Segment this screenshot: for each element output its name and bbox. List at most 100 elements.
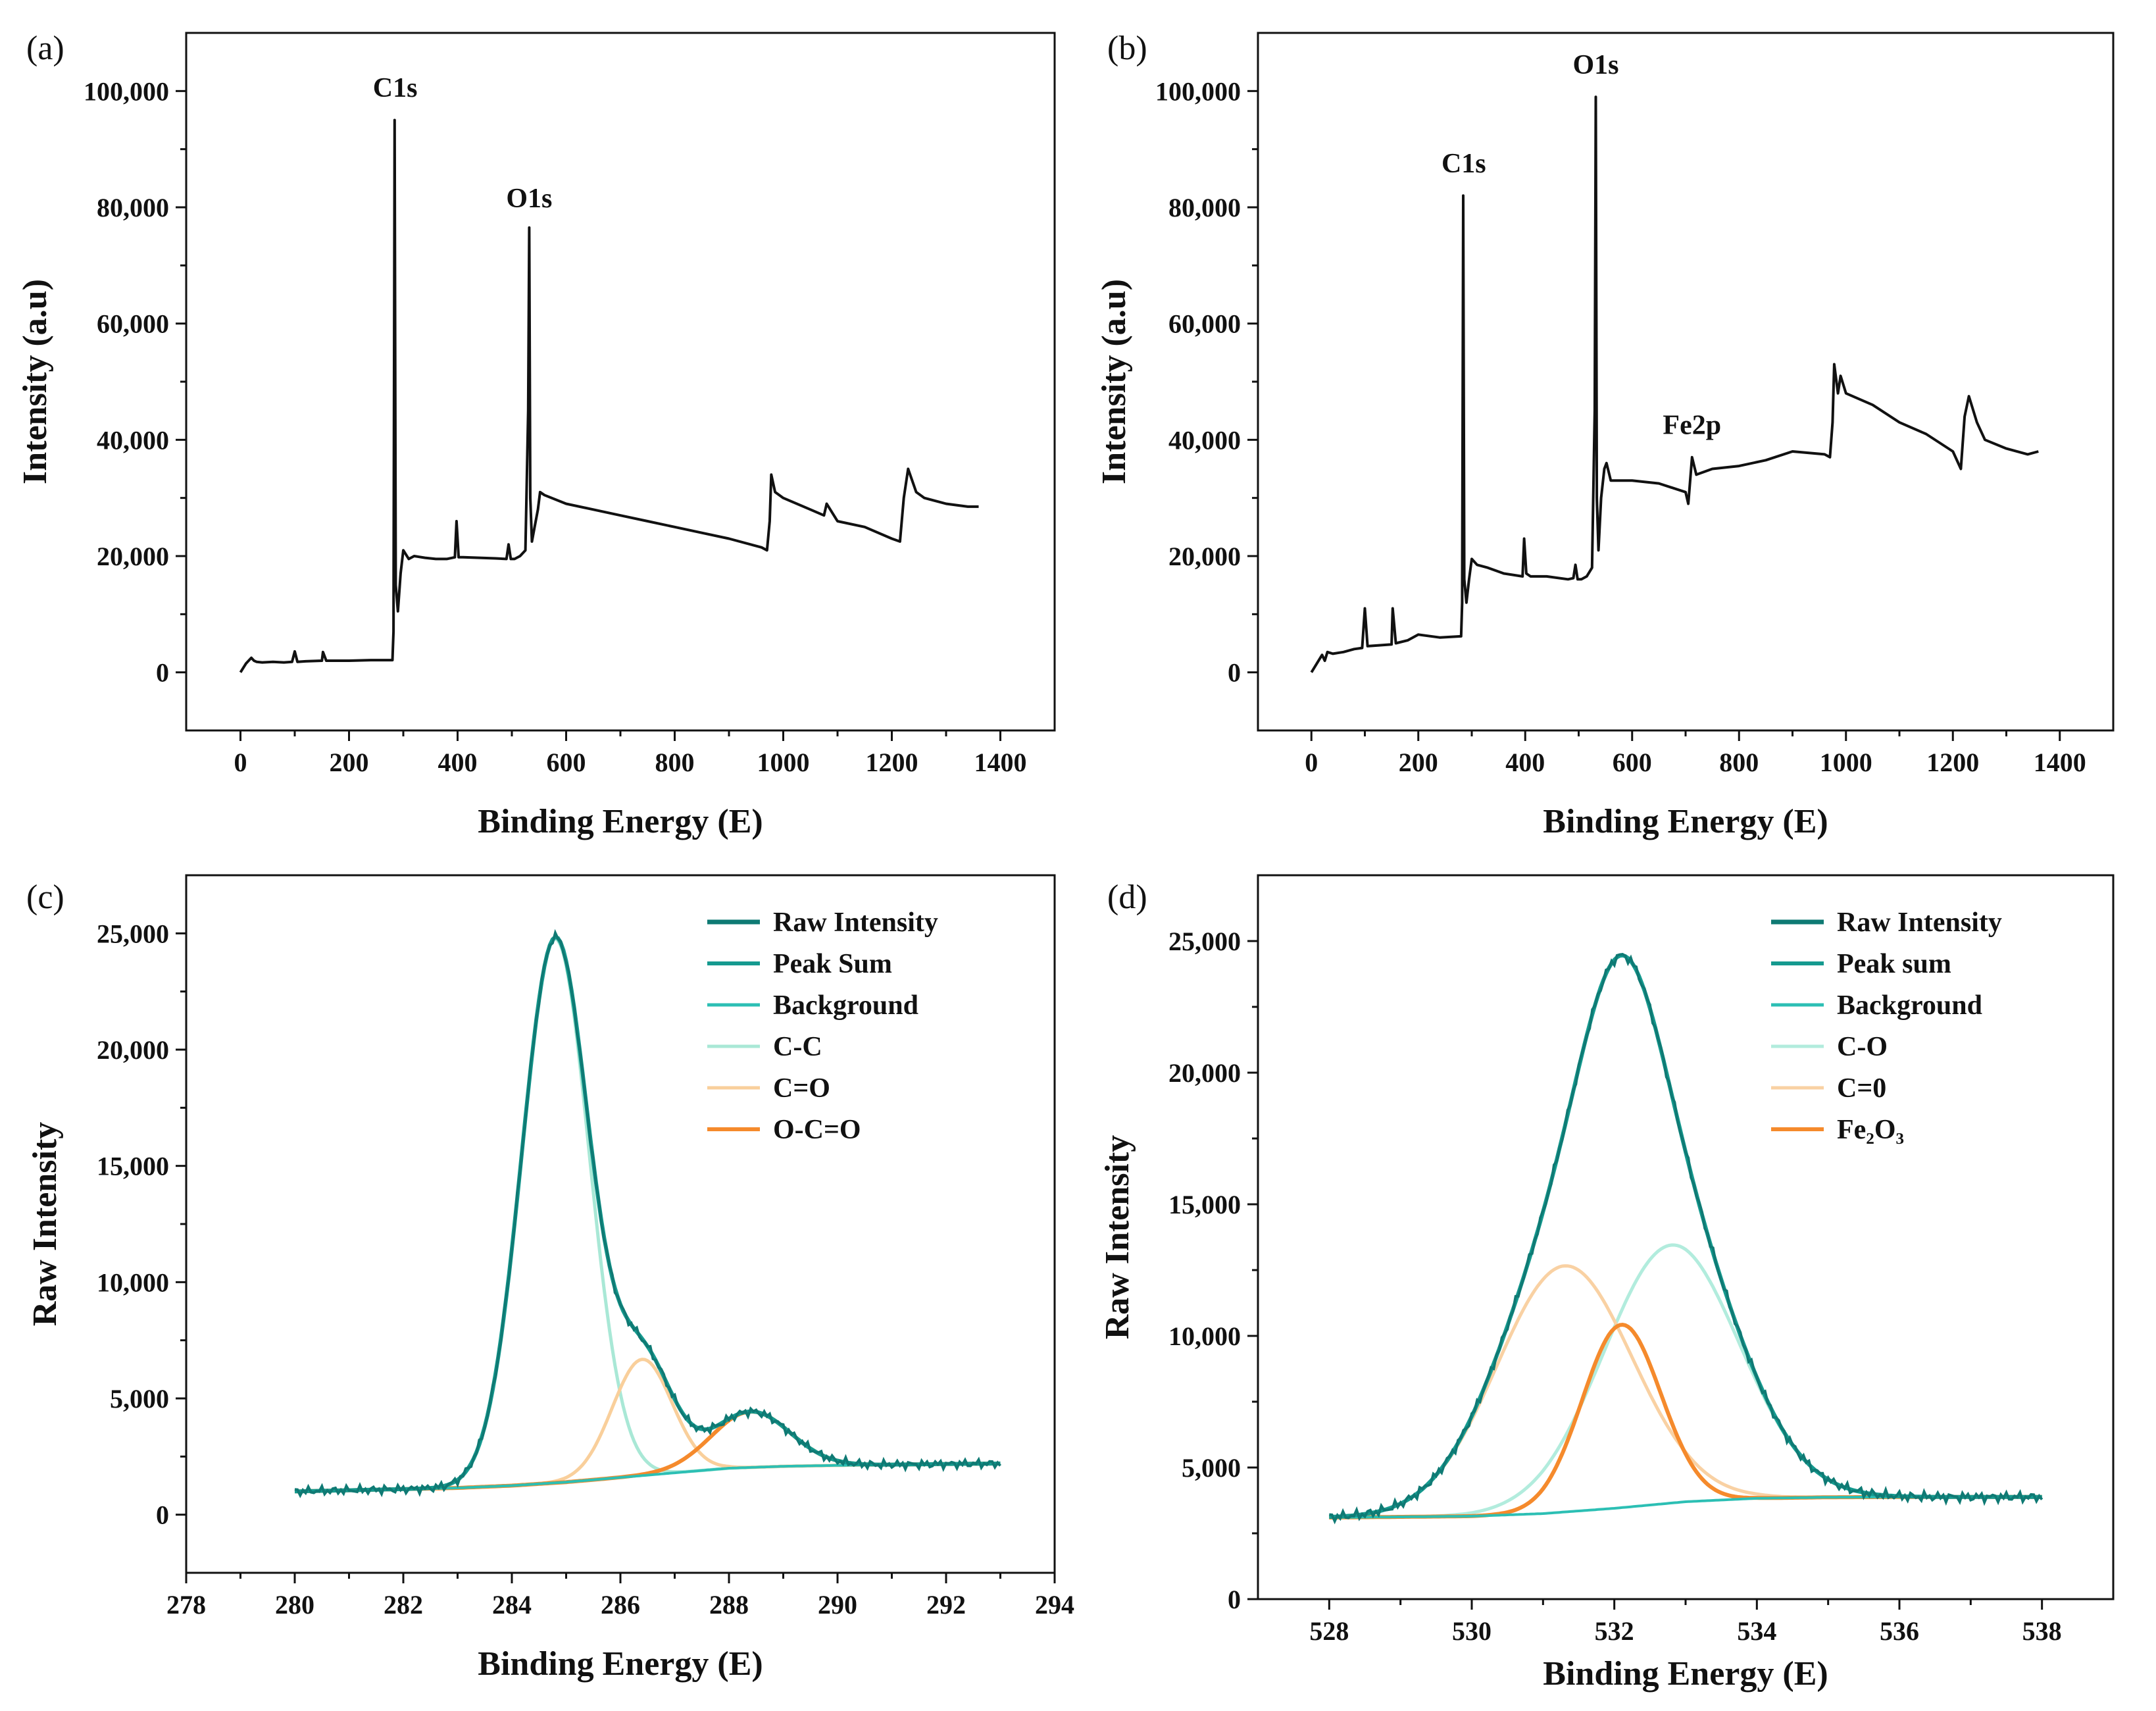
y-tick-label-c: 15,000 bbox=[97, 1152, 169, 1181]
legend-label-c: C=O bbox=[773, 1073, 830, 1104]
y-tick-label-d: 10,000 bbox=[1168, 1321, 1241, 1351]
y-axis-title-b: Intensity (a.u) bbox=[1095, 279, 1133, 484]
y-tick-label-b: 60,000 bbox=[1168, 309, 1241, 339]
y-tick-label-c: 25,000 bbox=[97, 919, 169, 948]
x-tick-label-d: 532 bbox=[1595, 1616, 1634, 1646]
y-axis-title-d: Raw Intensity bbox=[1099, 1135, 1136, 1340]
component-peak-c bbox=[294, 1410, 1001, 1494]
legend-label-d: Raw Intensity bbox=[1837, 907, 2002, 938]
x-tick-label-b: 1000 bbox=[1820, 748, 1872, 777]
legend-label-d: Background bbox=[1837, 990, 1982, 1021]
y-tick-label-d: 5,000 bbox=[1182, 1453, 1241, 1483]
x-tick-label-c: 290 bbox=[818, 1590, 857, 1620]
peak-sum-line-d bbox=[1329, 953, 2042, 1519]
x-tick-label-a: 200 bbox=[330, 748, 369, 777]
y-tick-label-c: 0 bbox=[156, 1500, 169, 1530]
x-tick-label-a: 800 bbox=[655, 748, 695, 777]
x-tick-label-b: 1400 bbox=[2034, 748, 2086, 777]
legend-label-c: O-C=O bbox=[773, 1115, 861, 1145]
x-axis-title-d: Binding Energy (E) bbox=[1543, 1655, 1828, 1693]
component-peak-d bbox=[1329, 1264, 2042, 1519]
peak-annotation-b: C1s bbox=[1442, 149, 1486, 179]
plot-frame-d bbox=[1257, 874, 2115, 1600]
y-tick-label-a: 60,000 bbox=[97, 309, 169, 339]
plot-frame-b bbox=[1257, 32, 2115, 732]
x-tick-label-a: 1200 bbox=[866, 748, 918, 777]
y-tick-label-b: 80,000 bbox=[1168, 193, 1241, 222]
y-tick-label-a: 100,000 bbox=[84, 76, 169, 106]
component-peak-c bbox=[294, 936, 1001, 1493]
legend-label-d: Fe₂O₃ bbox=[1837, 1115, 1904, 1145]
legend-label-c: Peak Sum bbox=[773, 949, 892, 979]
legend-label-d: C-O bbox=[1837, 1032, 1888, 1062]
panel-label-b: (b) bbox=[1107, 30, 1147, 67]
series-line-b bbox=[1310, 95, 2039, 673]
panel-c: 278 280 282 284 286 288 290 292 294 0 5,000 10,000 1… bbox=[26, 874, 1074, 1683]
x-tick-label-b: 200 bbox=[1399, 748, 1438, 777]
x-tick-label-c: 278 bbox=[166, 1590, 206, 1620]
x-tick-label-b: 1200 bbox=[1926, 748, 1979, 777]
plot-frame-a bbox=[185, 32, 1056, 732]
y-tick-label-d: 15,000 bbox=[1168, 1190, 1241, 1219]
x-tick-label-b: 600 bbox=[1613, 748, 1652, 777]
plot-frame-c bbox=[185, 874, 1056, 1574]
peak-annotation-b: Fe2p bbox=[1663, 411, 1721, 441]
x-tick-label-d: 530 bbox=[1452, 1616, 1492, 1646]
x-tick-label-a: 1400 bbox=[974, 748, 1027, 777]
panel-label-a: (a) bbox=[26, 30, 64, 67]
x-tick-label-b: 400 bbox=[1505, 748, 1545, 777]
y-tick-label-b: 100,000 bbox=[1155, 76, 1241, 106]
y-tick-label-b: 0 bbox=[1228, 658, 1241, 688]
panel-label-d: (d) bbox=[1107, 879, 1147, 916]
y-tick-label-d: 20,000 bbox=[1168, 1058, 1241, 1088]
y-tick-label-b: 40,000 bbox=[1168, 425, 1241, 455]
component-peak-d bbox=[1329, 1322, 2042, 1519]
x-tick-label-a: 600 bbox=[547, 748, 586, 777]
peak-annotation-a: C1s bbox=[373, 73, 418, 103]
peak-annotation-a: O1s bbox=[506, 184, 552, 214]
x-tick-label-c: 282 bbox=[384, 1590, 423, 1620]
panel-a: 0 200 400 600 800 1000 1200 1400 0 20,000 40,000 60… bbox=[16, 30, 1056, 840]
y-axis-title-c: Raw Intensity bbox=[26, 1122, 64, 1327]
y-tick-label-d: 25,000 bbox=[1168, 927, 1241, 956]
legend-label-c: Background bbox=[773, 990, 918, 1021]
x-tick-label-d: 536 bbox=[1880, 1616, 1919, 1646]
x-tick-label-c: 288 bbox=[709, 1590, 749, 1620]
x-tick-label-c: 292 bbox=[926, 1590, 966, 1620]
x-axis-title-b: Binding Energy (E) bbox=[1543, 803, 1828, 840]
y-tick-label-b: 20,000 bbox=[1168, 542, 1241, 571]
legend-label-d: C=0 bbox=[1837, 1073, 1886, 1104]
x-tick-label-b: 800 bbox=[1719, 748, 1759, 777]
series-line-a bbox=[239, 118, 979, 673]
x-axis-title-a: Binding Energy (E) bbox=[478, 803, 763, 840]
x-tick-label-d: 538 bbox=[2022, 1616, 2062, 1646]
y-tick-label-c: 5,000 bbox=[110, 1384, 169, 1414]
y-tick-label-c: 10,000 bbox=[97, 1267, 169, 1297]
panel-label-c: (c) bbox=[26, 879, 64, 916]
peak-annotation-b: O1s bbox=[1572, 50, 1618, 80]
x-tick-label-a: 1000 bbox=[757, 748, 810, 777]
y-tick-label-a: 40,000 bbox=[97, 425, 169, 455]
x-tick-label-b: 0 bbox=[1305, 748, 1318, 777]
legend-label-c: C-C bbox=[773, 1032, 822, 1062]
raw-intensity-line-c bbox=[294, 929, 1002, 1498]
x-tick-label-c: 294 bbox=[1035, 1590, 1074, 1620]
panel-b: 0 200 400 600 800 1000 1200 1400 0 20,000 40,000 60… bbox=[1095, 30, 2115, 840]
legend-label-c: Raw Intensity bbox=[773, 907, 938, 938]
raw-intensity-line-d bbox=[1329, 953, 2043, 1525]
x-tick-label-c: 284 bbox=[492, 1590, 532, 1620]
x-tick-label-d: 528 bbox=[1309, 1616, 1349, 1646]
x-tick-label-c: 286 bbox=[601, 1590, 640, 1620]
y-tick-label-d: 0 bbox=[1228, 1585, 1241, 1614]
panel-d: 528 530 532 534 536 538 0 5,000 10,000 15,000 20,0… bbox=[1099, 874, 2115, 1693]
legend-label-d: Peak sum bbox=[1837, 949, 1951, 979]
x-tick-label-a: 0 bbox=[234, 748, 247, 777]
y-tick-label-a: 0 bbox=[156, 658, 169, 688]
x-tick-label-d: 534 bbox=[1737, 1616, 1776, 1646]
y-tick-label-c: 20,000 bbox=[97, 1035, 169, 1065]
y-tick-label-a: 20,000 bbox=[97, 542, 169, 571]
y-axis-title-a: Intensity (a.u) bbox=[16, 279, 54, 484]
x-tick-label-a: 400 bbox=[438, 748, 478, 777]
x-axis-title-c: Binding Energy (E) bbox=[478, 1645, 763, 1683]
